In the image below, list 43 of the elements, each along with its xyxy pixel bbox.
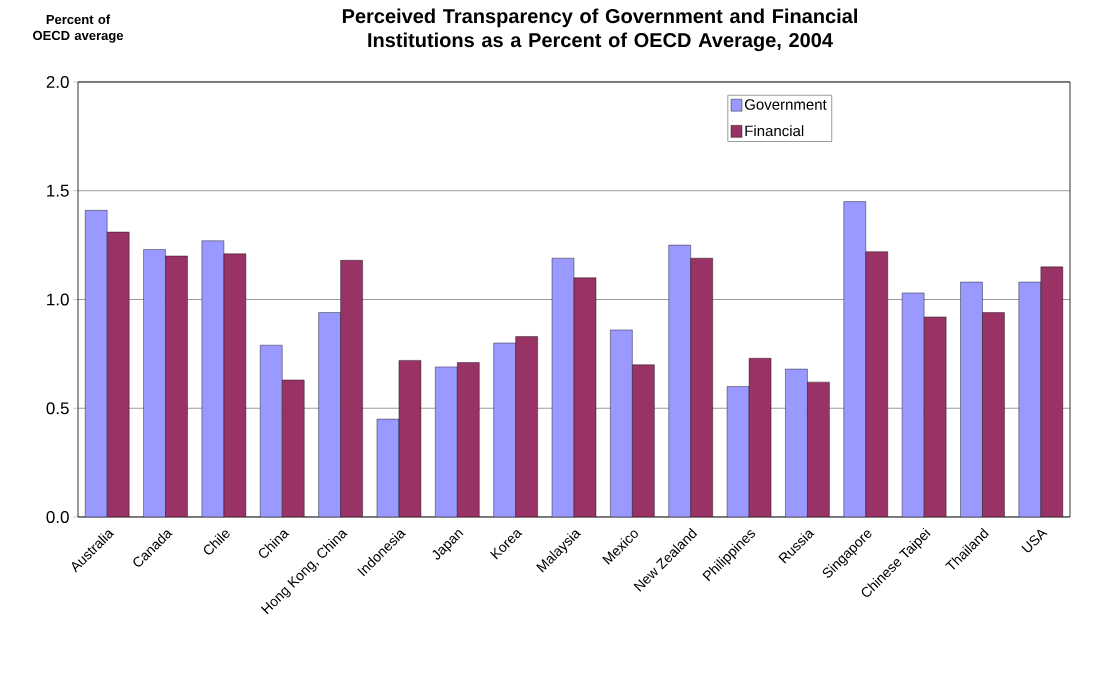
legend-label: Government [744,99,827,110]
y-tick-label: 0.5 [46,402,69,415]
y-axis-title: Percent of OECD average [33,14,124,43]
bar [201,240,225,517]
bar [106,231,130,517]
bar [748,358,772,517]
bar [923,316,947,517]
bar [632,364,655,517]
bar [610,329,633,517]
bar [223,253,247,517]
bar [573,277,597,517]
bar [1018,281,1042,517]
bar [1040,266,1064,517]
y-tick-label: 1.5 [47,184,69,197]
y-tick-label: 2.0 [46,75,69,89]
bar [726,386,750,517]
bar [865,251,888,517]
bar [960,281,983,517]
y-tick-label: 0.0 [46,510,69,524]
bar [551,257,575,517]
bar [318,312,341,517]
bar [668,244,691,517]
bar [901,292,925,517]
bar [515,336,538,517]
bar [785,368,808,517]
bar [843,201,866,517]
bar [84,210,108,517]
bar [143,249,166,517]
bar [435,366,458,517]
bar [982,312,1005,517]
bar [493,342,516,517]
bar [165,255,188,517]
bar [398,360,422,517]
legend-label: Financial [745,125,804,137]
bar [690,257,713,517]
bar [282,379,305,517]
x-tick-label: USA [1021,529,1048,553]
bar [807,381,830,517]
chart-title: Perceived Transparency of Government and Financial Institutions as a Percent of OECD Average, 2004 [342,8,857,52]
bar [260,344,283,517]
y-tick-label: 1.0 [47,293,69,306]
bar [340,260,363,517]
bar [457,362,480,517]
